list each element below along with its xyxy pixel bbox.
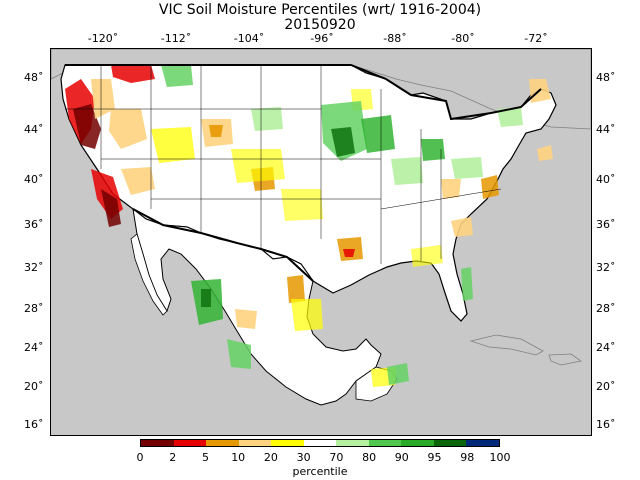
lon-tick: -104˚	[233, 32, 265, 45]
us-canada-border	[65, 64, 542, 121]
legend-swatch	[368, 440, 402, 446]
lon-tick: -120˚	[87, 32, 119, 45]
us-mexico-border	[132, 208, 314, 282]
legend-swatch	[238, 440, 272, 446]
lon-tick: -88˚	[383, 32, 407, 45]
lat-tick: 16˚	[596, 418, 616, 431]
legend-swatch	[401, 440, 434, 446]
legend-label: 2	[169, 451, 177, 464]
legend-label: 100	[489, 451, 511, 464]
legend-swatch	[336, 440, 369, 446]
map-title: VIC Soil Moisture Percentiles (wrt/ 1916…	[158, 2, 482, 18]
lat-tick: 32˚	[596, 261, 616, 274]
legend-swatch	[173, 440, 207, 446]
lat-tick: 28˚	[596, 302, 616, 315]
lat-tick: 24˚	[24, 341, 44, 354]
lat-tick: 36˚	[596, 218, 616, 231]
hispaniola	[548, 353, 582, 366]
lon-tick: -72˚	[524, 32, 548, 45]
legend-label: 98	[460, 451, 475, 464]
map-svg	[51, 49, 591, 435]
legend-swatch	[433, 440, 467, 446]
legend-colorbar	[140, 439, 500, 447]
lon-tick: -96˚	[310, 32, 334, 45]
lat-tick: 48˚	[596, 71, 616, 84]
lon-tick: -80˚	[451, 32, 475, 45]
legend-label: 30	[296, 451, 311, 464]
yellow-patches	[151, 89, 443, 387]
lat-tick: 32˚	[24, 261, 44, 274]
baja-california	[130, 233, 168, 316]
lat-tick: 36˚	[24, 218, 44, 231]
legend-swatch	[466, 440, 500, 446]
legend-label: 95	[427, 451, 442, 464]
legend-swatch	[303, 440, 337, 446]
cuba	[469, 334, 544, 356]
legend-label: 0	[136, 451, 144, 464]
lat-tick: 28˚	[24, 302, 44, 315]
legend-title: percentile	[292, 465, 348, 478]
lat-tick: 20˚	[24, 380, 44, 393]
legend-swatch	[271, 440, 304, 446]
state-lines	[65, 65, 502, 264]
legend-label: 80	[362, 451, 377, 464]
map-date: 20150920	[284, 17, 356, 33]
lon-tick: -112˚	[160, 32, 192, 45]
lat-tick: 44˚	[24, 123, 44, 136]
lat-tick: 40˚	[596, 173, 616, 186]
lat-tick: 24˚	[596, 341, 616, 354]
lat-tick: 40˚	[24, 173, 44, 186]
legend-label: 10	[231, 451, 246, 464]
legend-label: 70	[329, 451, 344, 464]
lat-tick: 44˚	[596, 123, 616, 136]
lat-tick: 20˚	[596, 380, 616, 393]
lat-tick: 16˚	[24, 418, 44, 431]
wet-patches	[161, 65, 523, 385]
legend-swatch	[206, 440, 239, 446]
legend-swatch	[141, 440, 174, 446]
legend-label: 20	[263, 451, 278, 464]
legend-label: 5	[202, 451, 209, 464]
legend-label: 90	[394, 451, 409, 464]
lat-tick: 48˚	[24, 71, 44, 84]
map-panel	[50, 48, 592, 436]
